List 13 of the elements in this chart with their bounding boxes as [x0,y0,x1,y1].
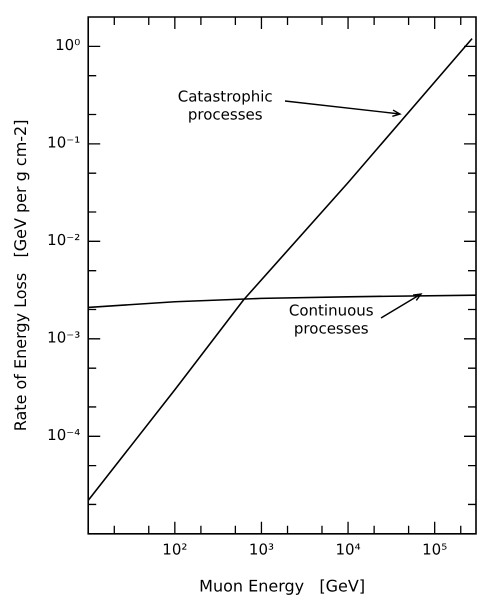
y-tick-label: 10⁻² [47,231,80,250]
y-tick-label: 10⁻¹ [47,134,80,152]
annotation: Catastrophic processes [178,87,273,124]
annotation: Continuous processes [288,302,374,338]
x-tick-label: 10² [162,540,188,559]
x-axis-title: Muon Energy [GeV] [199,576,366,596]
x-tick-label: 10³ [248,540,274,559]
y-tick-label: 10⁻⁴ [47,426,80,444]
x-tick-label: 10⁴ [336,540,361,559]
y-tick-label: 10⁰ [55,36,80,54]
y-tick-label: 10⁻³ [47,328,80,347]
y-axis-title: Rate of Energy Loss [GeV per g cm-2] [10,120,30,432]
x-tick-label: 10⁵ [422,540,448,559]
